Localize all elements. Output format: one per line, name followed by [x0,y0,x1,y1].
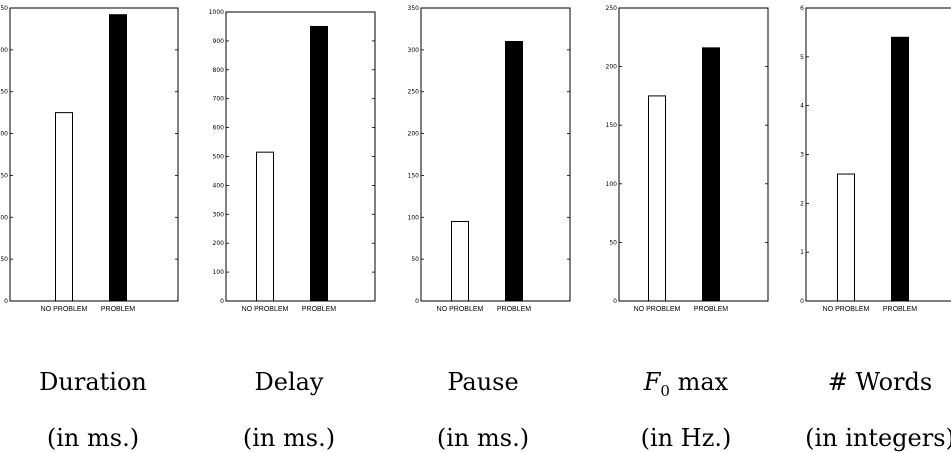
y-tick-label: 100 [408,214,420,221]
caption-words-line2: (in integers) [805,424,951,452]
caption-duration-line1: Duration [39,368,147,396]
y-tick-label: 200 [606,64,618,71]
caption-f0-line2: (in Hz.) [640,424,732,452]
y-tick-label: 100 [0,214,8,221]
bar-no-problem [451,220,469,302]
y-tick-label: 200 [408,131,420,138]
bar-problem [109,14,127,302]
y-tick-label: 50 [609,239,617,246]
y-tick-label: 300 [408,47,420,54]
y-tick-label: 300 [213,211,225,218]
y-tick-label: 1 [800,249,804,256]
caption-f0-symbol: F [643,368,661,396]
plot-frame [9,7,179,302]
bar-problem [891,36,909,302]
y-tick-label: 300 [0,47,8,54]
caption-pause-line1: Pause [447,368,519,396]
y-tick-label: 0 [800,298,804,305]
y-tick-label: 3 [800,152,804,159]
x-tick-label: NO PROBLEM [634,306,681,313]
y-tick-label: 50 [0,256,8,263]
y-tick-label: 500 [213,154,225,161]
y-tick-label: 150 [606,122,618,129]
plot-frame [618,7,769,302]
y-tick-label: 700 [213,96,225,103]
y-tick-label: 100 [606,181,618,188]
caption-duration-line2: (in ms.) [46,424,140,452]
y-tick-label: 0 [415,298,419,305]
y-tick-label: 250 [606,5,618,12]
chart-4: 0 50 100 150 200 250 NO PROBLEM PROBLEM [606,5,769,313]
y-tick-label: 0 [613,298,617,305]
x-tick-label: NO PROBLEM [823,306,870,313]
plot-frame [225,11,376,302]
x-tick-label: PROBLEM [497,306,531,313]
caption-words-line1: # Words [827,368,933,396]
y-tick-label: 250 [0,89,8,96]
bar-problem [310,25,328,302]
caption-f0-text: max [677,368,729,396]
x-tick-label: NO PROBLEM [41,306,88,313]
y-tick-label: 150 [0,172,8,179]
bar-no-problem [648,95,666,302]
y-tick-label: 600 [213,125,225,132]
chart-5: 0 1 2 3 4 5 6 NO PROBLEM PROBLEM [800,5,951,313]
y-tick-label: 900 [213,38,225,45]
y-tick-label: 0 [220,298,224,305]
bar-problem [505,40,523,302]
y-tick-label: 100 [213,269,225,276]
y-tick-label: 5 [800,54,804,61]
x-tick-label: PROBLEM [694,306,728,313]
y-tick-label: 350 [408,5,420,12]
x-tick-label: PROBLEM [302,306,336,313]
x-tick-label: PROBLEM [101,306,135,313]
y-tick-label: 250 [408,89,420,96]
x-tick-label: PROBLEM [883,306,917,313]
bar-no-problem [55,112,73,302]
y-tick-label: 6 [800,5,804,12]
caption-f0-line1: F0 max [616,368,756,400]
x-tick-label: NO PROBLEM [242,306,289,313]
chart-1: 0 50 100 150 200 250 300 350 NO PROBLEM PROBLEM [0,5,179,313]
bar-problem [702,47,720,302]
y-tick-label: 2 [800,200,804,207]
bar-no-problem [256,151,274,302]
x-tick-label: NO PROBLEM [437,306,484,313]
caption-f0-subscript: 0 [660,381,670,400]
caption-delay-line1: Delay [254,368,324,396]
y-tick-label: 0 [4,298,8,305]
y-tick-label: 400 [213,182,225,189]
chart-2: 0 100 200 300 400 500 600 700 800 900 1000 NO PROBL… [209,9,376,313]
y-tick-label: 4 [800,103,804,110]
y-tick-label: 200 [213,240,225,247]
plot-frame [805,7,951,302]
y-tick-label: 50 [411,256,419,263]
y-tick-label: 1000 [209,9,224,16]
plot-frame [420,7,571,302]
y-tick-label: 150 [408,172,420,179]
y-tick-label: 350 [0,5,8,12]
bar-no-problem [837,173,855,302]
chart-3: 0 50 100 150 200 250 300 350 NO PROBLEM PROBLEM [408,5,571,313]
caption-pause-line2: (in ms.) [436,424,530,452]
y-tick-label: 800 [213,67,225,74]
caption-delay-line2: (in ms.) [242,424,336,452]
y-tick-label: 200 [0,131,8,138]
